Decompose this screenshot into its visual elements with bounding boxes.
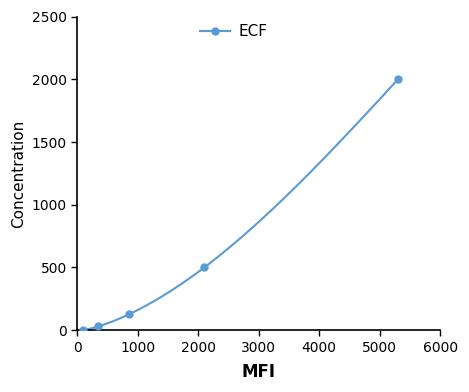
X-axis label: MFI: MFI <box>242 363 276 381</box>
Y-axis label: Concentration: Concentration <box>11 119 26 227</box>
Legend: ECF: ECF <box>194 18 273 45</box>
